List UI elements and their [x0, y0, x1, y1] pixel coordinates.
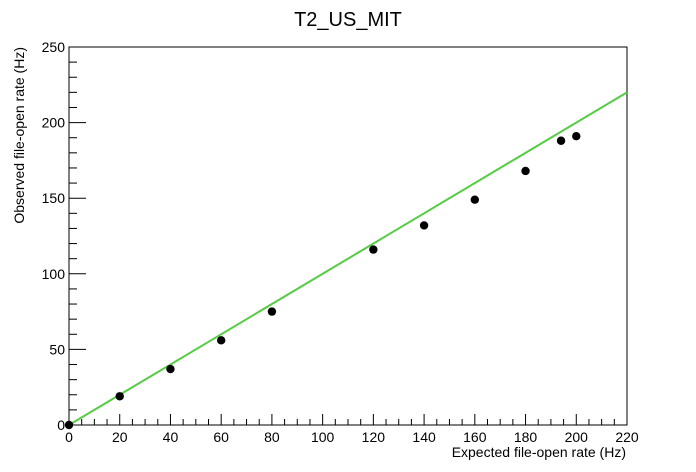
- x-tick-label: 200: [565, 429, 589, 445]
- y-tick-label: 200: [42, 115, 66, 131]
- x-tick-label: 60: [213, 429, 229, 445]
- data-point: [267, 307, 277, 316]
- y-axis: 0 50 100 150 200 250: [42, 39, 86, 433]
- x-tick-label: 40: [163, 429, 179, 445]
- data-point: [216, 336, 226, 345]
- data-point: [166, 364, 175, 374]
- chart-title: T2_US_MIT: [294, 9, 402, 31]
- data-point: [369, 245, 378, 254]
- x-tick-label: 120: [362, 429, 386, 445]
- y-axis-label: Observed file-open rate (Hz): [11, 47, 27, 224]
- data-points: [64, 132, 581, 430]
- x-tick-label: 20: [112, 429, 128, 445]
- x-tick-label: 80: [264, 429, 280, 445]
- data-point: [419, 221, 429, 230]
- x-tick-label: 140: [412, 429, 436, 445]
- data-point: [115, 392, 124, 401]
- reference-line: [68, 91, 628, 426]
- x-tick-label: 100: [311, 429, 335, 445]
- y-tick-label: 0: [57, 417, 65, 433]
- reference-line-layer: [68, 91, 628, 426]
- y-tick-label: 100: [42, 266, 66, 282]
- data-point: [470, 195, 480, 204]
- x-tick-label: 0: [65, 429, 73, 445]
- y-tick-label: 250: [42, 39, 66, 55]
- data-point: [572, 132, 581, 141]
- data-point: [521, 166, 530, 176]
- x-axis-label: Expected file-open rate (Hz): [452, 444, 626, 460]
- x-tick-label: 180: [514, 429, 538, 445]
- data-point: [64, 420, 74, 430]
- x-axis: 0 20 40 60 80 100 120 140 160 180 200 220: [65, 414, 639, 445]
- y-tick-label: 50: [49, 341, 65, 357]
- x-tick-label: 220: [615, 429, 639, 445]
- data-point: [556, 136, 566, 145]
- y-tick-label: 150: [42, 190, 66, 206]
- x-tick-label: 160: [463, 429, 487, 445]
